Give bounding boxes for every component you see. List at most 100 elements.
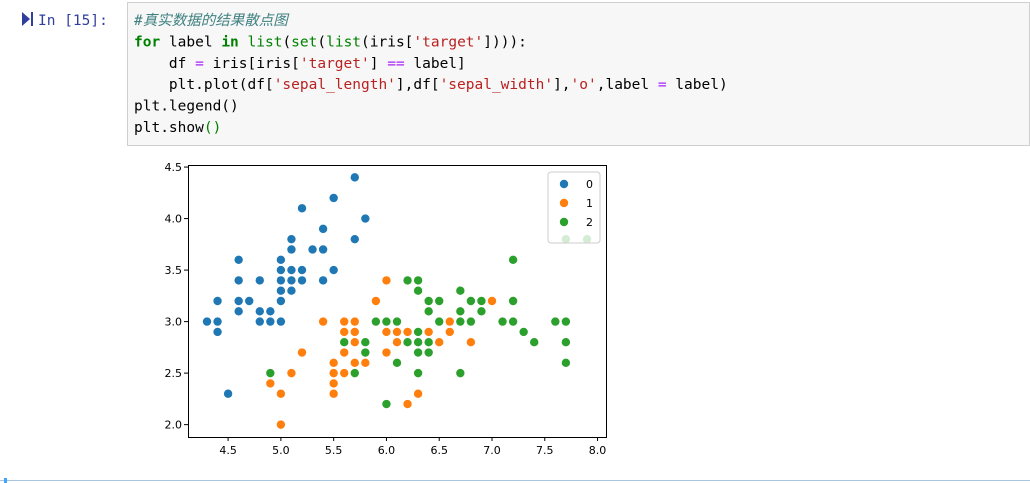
point <box>286 285 297 296</box>
code-token: = <box>658 77 667 93</box>
prompt: In [15]: <box>38 13 108 29</box>
point <box>223 388 234 399</box>
legend-marker <box>559 216 570 227</box>
point <box>212 316 223 327</box>
point <box>265 306 276 317</box>
point <box>476 306 487 317</box>
point <box>444 326 455 337</box>
code-token: 'sepal_width' <box>440 77 554 93</box>
point <box>560 357 571 368</box>
code-token: iris[iris[ <box>204 56 300 72</box>
point <box>212 326 223 337</box>
point <box>434 316 445 327</box>
code-token: 'o' <box>571 77 597 93</box>
point <box>328 388 339 399</box>
point <box>391 357 402 368</box>
point <box>381 316 392 327</box>
point <box>275 285 286 296</box>
point <box>381 326 392 337</box>
code-token: ]))): <box>483 34 527 50</box>
code-token: label] <box>405 56 466 72</box>
code-token: list <box>248 34 283 50</box>
point <box>349 234 360 245</box>
point <box>381 399 392 410</box>
code-line: plt.legend() <box>134 99 239 115</box>
code-token: #真实数据的结果散点图 <box>133 12 290 29</box>
point <box>286 244 297 255</box>
code-token: label) <box>667 77 728 93</box>
code-token: plt.show <box>134 120 204 136</box>
run-icon[interactable] <box>22 12 30 26</box>
point <box>296 347 307 358</box>
legend-label: 2 <box>586 216 593 229</box>
point <box>360 337 371 348</box>
point <box>560 316 571 327</box>
point <box>339 326 350 337</box>
plot-frame <box>188 165 607 438</box>
code-cell[interactable] <box>127 2 1030 146</box>
point <box>423 326 434 337</box>
point <box>275 316 286 327</box>
point <box>328 357 339 368</box>
point <box>402 275 413 286</box>
point <box>391 316 402 327</box>
point <box>370 295 381 306</box>
x-tick-label: 8.0 <box>589 444 607 457</box>
point <box>413 388 424 399</box>
point <box>307 244 318 255</box>
y-tick-label: 3.0 <box>165 316 183 329</box>
point <box>318 275 329 286</box>
point <box>233 254 244 265</box>
legend-marker <box>559 178 570 189</box>
point <box>529 337 540 348</box>
y-tick-label: 4.5 <box>165 161 183 174</box>
point <box>413 326 424 337</box>
point <box>349 337 360 348</box>
point <box>560 337 571 348</box>
point <box>296 203 307 214</box>
code-line: plt.show() <box>134 120 221 136</box>
point <box>349 368 360 379</box>
point <box>423 295 434 306</box>
point <box>328 265 339 276</box>
point <box>423 347 434 358</box>
code-token: 'sepal_length' <box>274 77 396 93</box>
point <box>349 357 360 368</box>
x-tick-label: 6.0 <box>378 444 396 457</box>
y-tick-label: 2.0 <box>165 419 183 432</box>
point <box>286 265 297 276</box>
x-tick-label: 4.5 <box>219 444 237 457</box>
point <box>201 316 212 327</box>
y-tick-label: 3.5 <box>165 264 183 277</box>
point <box>391 326 402 337</box>
code-token: ,label <box>597 77 658 93</box>
point <box>413 368 424 379</box>
point <box>275 295 286 306</box>
point <box>455 316 466 327</box>
code-line: df = iris[iris['target'] == label] <box>134 56 466 72</box>
point <box>296 275 307 286</box>
point <box>413 347 424 358</box>
chart: 4.5 5.0 5.5 6.0 6.5 7.0 7.5 8.0 2.0 2.5 3.0 3.5 4.0 4… <box>165 161 607 457</box>
point <box>254 316 265 327</box>
point <box>444 316 455 327</box>
point <box>339 316 350 327</box>
x-tick-label: 5.0 <box>272 444 290 457</box>
point <box>413 275 424 286</box>
legend-label: 1 <box>586 197 593 210</box>
x-tick-label: 7.5 <box>536 444 554 457</box>
point <box>349 172 360 183</box>
point <box>360 213 371 224</box>
point <box>244 295 255 306</box>
point <box>349 326 360 337</box>
point <box>265 368 276 379</box>
code-token: label <box>160 34 221 50</box>
code-line: for label in list(set(list(iris['target'… <box>134 34 527 50</box>
code-token: plt.legend() <box>134 99 239 115</box>
point <box>275 275 286 286</box>
code-token: ( <box>282 34 291 50</box>
point <box>486 295 497 306</box>
y-tick-label: 4.0 <box>165 213 183 226</box>
